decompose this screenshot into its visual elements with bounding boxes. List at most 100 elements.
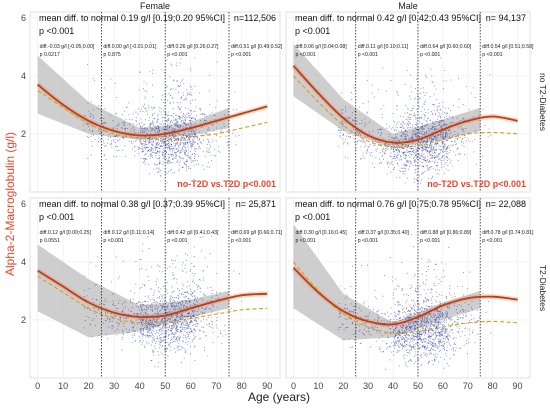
data-point [437, 157, 438, 158]
data-point [181, 150, 182, 151]
data-point [442, 312, 443, 313]
data-point [195, 130, 196, 131]
data-point [203, 327, 204, 328]
data-point [166, 307, 167, 308]
data-point [181, 346, 182, 347]
data-point [212, 290, 213, 291]
data-point [406, 325, 407, 326]
data-point [400, 171, 401, 172]
data-point [184, 122, 185, 123]
data-point [438, 112, 439, 113]
data-point [403, 148, 404, 149]
data-point [178, 147, 179, 148]
data-point [169, 123, 170, 124]
data-point [190, 121, 191, 122]
data-point [408, 328, 409, 329]
data-point [447, 133, 448, 134]
data-point [194, 275, 195, 276]
data-point [212, 297, 213, 298]
data-point [182, 115, 183, 116]
data-point [439, 105, 440, 106]
data-point [147, 110, 148, 111]
data-point [416, 150, 417, 151]
data-point [177, 348, 178, 349]
data-point [216, 135, 217, 136]
data-point [438, 142, 439, 143]
data-point [159, 330, 160, 331]
data-point [122, 150, 123, 151]
data-point [442, 155, 443, 156]
data-point [402, 330, 403, 331]
data-point [439, 122, 440, 123]
data-point [167, 161, 168, 162]
data-point [141, 307, 142, 308]
data-point [93, 318, 94, 319]
data-point [164, 142, 165, 143]
data-point [421, 153, 422, 154]
data-point [402, 147, 403, 148]
data-point [410, 338, 411, 339]
data-point [83, 327, 84, 328]
data-point [182, 120, 183, 121]
data-point [426, 326, 427, 327]
data-point [142, 338, 143, 339]
data-point [386, 128, 387, 129]
data-point [170, 138, 171, 139]
data-point [192, 273, 193, 274]
data-point [128, 309, 129, 310]
data-point [469, 109, 470, 110]
data-point [441, 140, 442, 141]
data-point [418, 359, 419, 360]
data-point [159, 107, 160, 108]
data-point [179, 290, 180, 291]
data-point [457, 286, 458, 287]
data-point [387, 347, 388, 348]
data-point [436, 99, 437, 100]
data-point [147, 236, 148, 237]
data-point [138, 307, 139, 308]
data-point [162, 298, 163, 299]
data-point [403, 123, 404, 124]
data-point [177, 339, 178, 340]
data-point [413, 148, 414, 149]
data-point [420, 98, 421, 99]
data-point [422, 150, 423, 151]
data-point [152, 138, 153, 139]
data-point [200, 108, 201, 109]
data-point [184, 268, 185, 269]
data-point [415, 172, 416, 173]
data-point [85, 320, 86, 321]
data-point [393, 156, 394, 157]
data-point [154, 326, 155, 327]
data-point [90, 324, 91, 325]
data-point [181, 97, 182, 98]
data-point [188, 341, 189, 342]
data-point [190, 131, 191, 132]
data-point [347, 319, 348, 320]
data-point [422, 106, 423, 107]
data-point [343, 134, 344, 135]
data-point [136, 125, 137, 126]
data-point [410, 151, 411, 152]
data-point [435, 149, 436, 150]
data-point [195, 106, 196, 107]
data-point [152, 115, 153, 116]
data-point [187, 160, 188, 161]
data-point [210, 155, 211, 156]
data-point [394, 289, 395, 290]
data-point [436, 146, 437, 147]
data-point [187, 155, 188, 156]
data-point [414, 178, 415, 179]
data-point [439, 317, 440, 318]
data-point [153, 327, 154, 328]
data-point [201, 133, 202, 134]
data-point [93, 118, 94, 119]
data-point [394, 312, 395, 313]
data-point [441, 157, 442, 158]
data-point [119, 139, 120, 140]
data-point [112, 328, 113, 329]
data-point [161, 305, 162, 306]
data-point [357, 324, 358, 325]
data-point [182, 288, 183, 289]
